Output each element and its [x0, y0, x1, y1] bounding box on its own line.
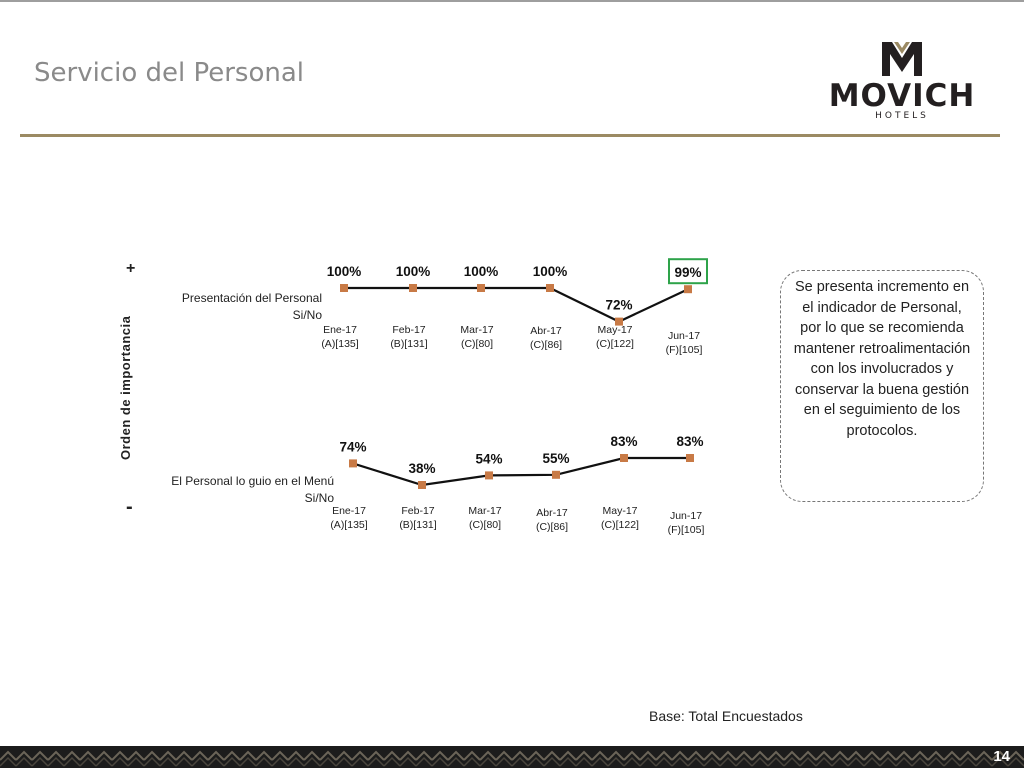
- data-label: 83%: [610, 434, 637, 449]
- data-label: 100%: [396, 264, 431, 279]
- series-label-line: Si/No: [304, 491, 334, 505]
- title-divider: [20, 134, 1000, 137]
- category-label: Mar-17: [460, 324, 493, 336]
- data-label: 55%: [542, 451, 569, 466]
- data-label: 99%: [674, 265, 701, 280]
- data-point: [340, 284, 348, 292]
- top-rule: [0, 0, 1024, 2]
- page-title: Servicio del Personal: [34, 58, 305, 88]
- footer-pattern: [0, 746, 1024, 768]
- data-label: 38%: [408, 461, 435, 476]
- data-label: 74%: [339, 439, 366, 454]
- category-label: Mar-17: [468, 505, 501, 517]
- insight-note: Se presenta incremento en el indicador d…: [780, 270, 984, 502]
- series-label-presentacion: Presentación del Personal Si/No: [102, 290, 322, 324]
- series-line: [352, 456, 690, 487]
- category-label: May-17: [602, 505, 637, 517]
- page-number: 14: [993, 748, 1010, 765]
- series-label-guio-menu: El Personal lo guio en el Menú Si/No: [114, 473, 334, 507]
- data-point: [552, 470, 560, 479]
- category-label: Ene-17: [323, 324, 357, 336]
- series-label-line: Si/No: [292, 308, 322, 322]
- series-label-line: Presentación del Personal: [181, 291, 322, 305]
- category-base-label: (C)[122]: [601, 519, 639, 531]
- data-point: [684, 285, 692, 294]
- data-label: 83%: [676, 434, 703, 449]
- data-label: 54%: [475, 451, 502, 466]
- series-label-line: El Personal lo guio en el Menú: [171, 474, 334, 488]
- category-label: May-17: [597, 324, 632, 336]
- data-label: 100%: [327, 264, 362, 279]
- category-base-label: (C)[122]: [596, 338, 634, 350]
- logo-wordmark: MOVICH: [828, 78, 976, 114]
- footer-band: [0, 746, 1024, 768]
- movich-m-mark-icon: [882, 42, 922, 76]
- importance-minus: -: [126, 496, 133, 518]
- data-point: [418, 481, 426, 489]
- category-label: Abr-17: [530, 325, 562, 337]
- data-point: [485, 471, 493, 480]
- category-base-label: (B)[131]: [390, 338, 427, 350]
- data-label: 100%: [533, 264, 568, 279]
- data-point: [477, 284, 485, 292]
- category-label: Abr-17: [536, 507, 568, 519]
- category-base-label: (A)[135]: [321, 338, 358, 350]
- importance-plus: +: [126, 260, 136, 277]
- data-label: 100%: [464, 264, 499, 279]
- logo-subtitle: HOTELS: [875, 111, 929, 121]
- data-point: [349, 459, 357, 468]
- category-label: Feb-17: [401, 505, 434, 517]
- category-base-label: (C)[80]: [461, 338, 493, 350]
- data-point: [686, 454, 694, 462]
- highlight-box: [668, 258, 708, 285]
- category-label: Jun-17: [670, 510, 702, 522]
- category-label: Ene-17: [332, 505, 366, 517]
- data-point: [620, 454, 628, 462]
- data-label: 72%: [605, 298, 632, 313]
- category-base-label: (C)[86]: [536, 521, 568, 533]
- data-point: [409, 284, 417, 292]
- category-base-label: (F)[105]: [668, 524, 705, 536]
- category-base-label: (F)[105]: [666, 344, 703, 356]
- series-line: [344, 286, 689, 323]
- category-label: Feb-17: [392, 324, 425, 336]
- data-point: [546, 284, 554, 292]
- base-note: Base: Total Encuestados: [649, 708, 803, 724]
- category-base-label: (B)[131]: [399, 519, 436, 531]
- category-base-label: (C)[80]: [469, 519, 501, 531]
- category-base-label: (A)[135]: [330, 519, 367, 531]
- category-base-label: (C)[86]: [530, 339, 562, 351]
- category-label: Jun-17: [668, 330, 700, 342]
- movich-logo: MOVICH HOTELS: [816, 38, 988, 122]
- data-point: [615, 317, 623, 326]
